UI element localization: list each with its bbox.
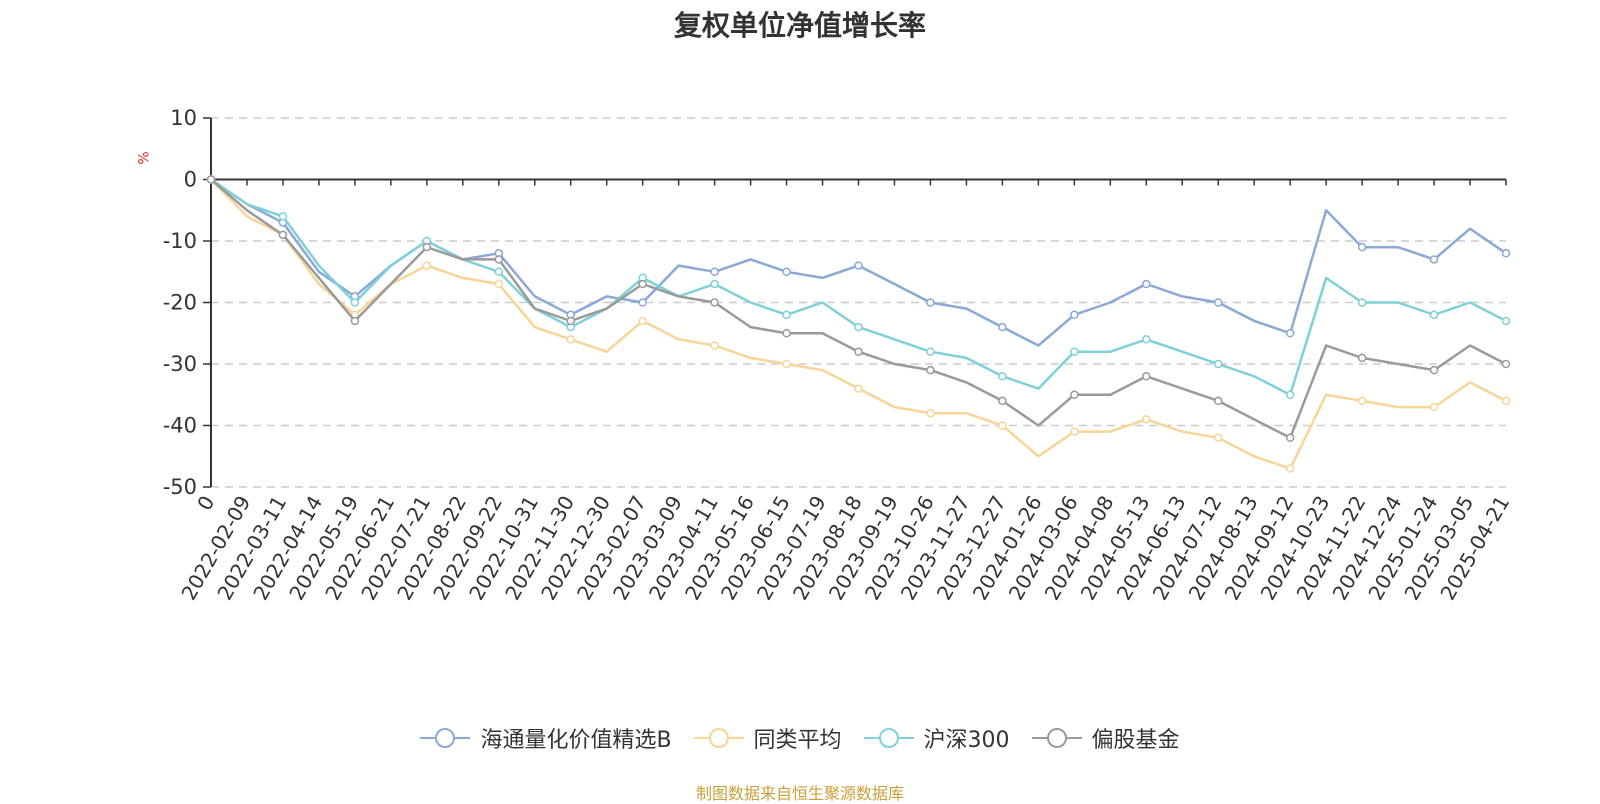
y-tick-label: -10 <box>163 229 197 253</box>
series-point <box>1213 298 1223 307</box>
series-point <box>638 316 647 326</box>
y-tick-label: -50 <box>163 475 197 499</box>
series-point <box>998 372 1007 381</box>
series-point <box>494 279 504 289</box>
series-point <box>494 255 504 264</box>
legend-symbol <box>693 728 744 748</box>
y-tick-label: 0 <box>184 168 197 192</box>
x-tick-label: 0 <box>192 492 219 515</box>
series-point <box>206 175 216 184</box>
y-tick-label: -20 <box>163 291 197 315</box>
series-point <box>1429 365 1439 375</box>
series-point <box>998 322 1007 332</box>
series-point <box>782 310 791 320</box>
series-point <box>638 298 647 307</box>
legend: 海通量化价值精选B 同类平均 沪深300 偏股基金 <box>0 722 1600 754</box>
series-point <box>422 242 432 252</box>
series-point <box>782 329 791 338</box>
series-point <box>1070 390 1079 399</box>
series-point <box>1429 310 1439 320</box>
series-point <box>710 341 719 350</box>
series-point <box>1213 396 1223 406</box>
series-point <box>710 298 719 307</box>
y-tick-label: 10 <box>170 106 197 130</box>
series-point <box>1142 415 1151 424</box>
series-point <box>710 279 719 289</box>
series-point <box>926 347 935 356</box>
legend-marker <box>878 728 899 748</box>
legend-marker <box>708 728 729 748</box>
series-point <box>1357 353 1367 363</box>
series-point <box>494 267 504 276</box>
series-point <box>1429 402 1439 412</box>
series-point <box>1142 279 1151 289</box>
series-point <box>1285 433 1295 443</box>
series-point <box>1429 255 1439 264</box>
series-point <box>422 261 432 270</box>
series-point <box>998 421 1007 430</box>
series-point <box>350 316 360 326</box>
legend-label: 偏股基金 <box>1091 728 1180 753</box>
series-point <box>1501 396 1511 406</box>
series-point <box>710 267 719 276</box>
series-point <box>782 359 791 369</box>
y-tick-label: -40 <box>163 414 197 438</box>
line-chart: 100-10-20-30-40-5002022-02-092022-03-112… <box>163 106 1515 604</box>
series-point <box>1357 396 1367 406</box>
series-line-3 <box>210 178 1507 397</box>
legend-item[interactable]: 同类平均 <box>693 722 842 754</box>
series-point <box>1285 390 1295 399</box>
series-point <box>854 384 863 393</box>
series-point <box>854 261 863 270</box>
source-note: 制图数据来自恒生聚源数据库 <box>695 784 904 803</box>
series-line-4 <box>210 178 1507 440</box>
series-point <box>638 279 647 289</box>
series-point <box>350 298 360 307</box>
series-point <box>1213 359 1223 369</box>
series-point <box>566 316 575 326</box>
series-point <box>854 322 863 332</box>
series-point <box>926 365 935 375</box>
series-point <box>1070 310 1079 320</box>
series-point <box>1070 427 1079 436</box>
legend-symbol <box>1031 728 1082 748</box>
legend-marker <box>435 728 456 748</box>
legend-label: 沪深300 <box>923 728 1010 753</box>
series-point <box>1357 298 1367 307</box>
legend-item[interactable]: 海通量化价值精选B <box>420 722 672 754</box>
series-point <box>566 335 575 344</box>
y-tick-label: -30 <box>163 352 197 376</box>
legend-symbol <box>420 728 471 748</box>
legend-marker <box>1046 728 1067 748</box>
series-point <box>1501 316 1511 326</box>
series-point <box>1142 335 1151 344</box>
legend-label: 同类平均 <box>753 728 842 753</box>
legend-item[interactable]: 沪深300 <box>863 722 1010 754</box>
series-point <box>1070 347 1079 356</box>
legend-item[interactable]: 偏股基金 <box>1031 722 1180 754</box>
series-point <box>782 267 791 276</box>
series-point <box>278 230 288 240</box>
series-point <box>926 298 935 307</box>
series-point <box>926 408 935 418</box>
series-point <box>998 396 1007 406</box>
series-point <box>1501 359 1511 369</box>
legend-label: 海通量化价值精选B <box>480 728 672 753</box>
series-point <box>1501 249 1511 258</box>
series-point <box>1285 464 1295 473</box>
series-point <box>854 347 863 356</box>
series-point <box>1142 372 1151 381</box>
legend-symbol <box>863 728 914 748</box>
series-point <box>1285 329 1295 338</box>
series-point <box>1357 242 1367 252</box>
chart-title: 复权单位净值增长率 <box>673 9 926 42</box>
series-point <box>278 212 288 221</box>
series-point <box>1213 433 1223 443</box>
